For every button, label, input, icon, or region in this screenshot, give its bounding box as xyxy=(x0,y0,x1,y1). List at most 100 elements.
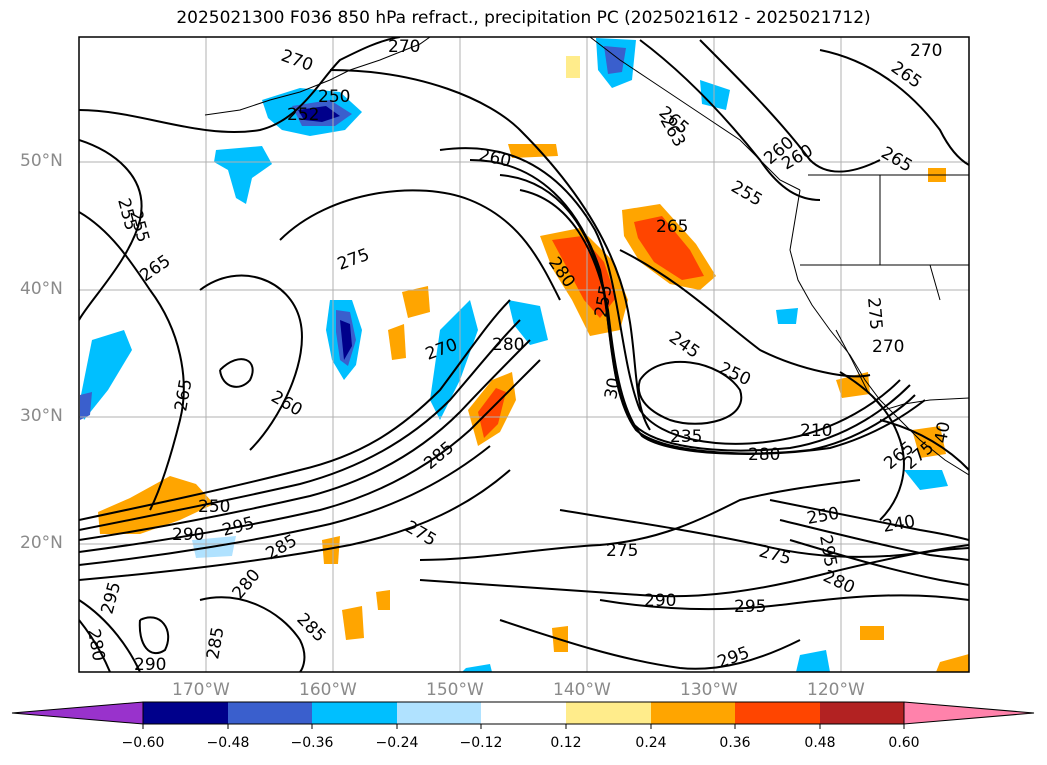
colorbar-tick-label: 0.12 xyxy=(550,735,582,751)
contour-line xyxy=(879,419,969,471)
contour-label: 210 xyxy=(800,421,832,441)
colorbar-extend-low xyxy=(11,701,144,725)
precip-area xyxy=(80,392,92,420)
colorbar-tick-label: 0.60 xyxy=(888,735,920,751)
lon-label: 120°W xyxy=(807,680,865,700)
contour-line xyxy=(79,359,541,553)
contour-line xyxy=(599,594,969,611)
contour-line xyxy=(79,445,491,566)
contour-label: 250 xyxy=(198,497,230,517)
precip-shading xyxy=(80,38,969,672)
contour-line xyxy=(519,189,926,455)
coastline-alaska-panhandle xyxy=(589,37,801,191)
coastline-mexico xyxy=(883,397,969,411)
contour-line xyxy=(619,249,871,378)
contour-label: 270 xyxy=(872,337,904,357)
contour-line xyxy=(79,139,143,321)
contour-line xyxy=(79,599,141,672)
precip-area xyxy=(322,536,340,564)
precip-area xyxy=(80,330,132,420)
contour-label: 270 xyxy=(910,41,942,61)
precip-area xyxy=(342,606,364,640)
contour-line xyxy=(79,619,111,672)
contour-label: 290 xyxy=(172,525,204,545)
lon-label: 170°W xyxy=(172,680,230,700)
colorbar-swatch xyxy=(735,702,820,724)
contour-line xyxy=(699,39,881,173)
contour-line xyxy=(219,358,254,388)
contour-label: 30 xyxy=(601,376,624,401)
graticule xyxy=(79,37,969,672)
precip-area xyxy=(388,324,406,360)
lon-label: 150°W xyxy=(426,680,484,700)
colorbar-frame xyxy=(142,701,905,725)
contour-label: 290 xyxy=(134,655,166,675)
contour-label: 295 xyxy=(734,597,766,617)
precip-area xyxy=(376,590,390,610)
contour-label-layer: 255 265 270 252 250 260 255 260 265 275 … xyxy=(83,37,955,675)
lat-label: 50°N xyxy=(20,151,63,171)
contour-label: 275 xyxy=(863,297,886,331)
contour-label: 275 xyxy=(606,541,638,561)
contour-label: 235 xyxy=(670,427,702,447)
contour-line xyxy=(439,147,901,445)
contour-line xyxy=(79,319,521,531)
contour-label: 280 xyxy=(492,335,524,355)
lon-label: 130°W xyxy=(680,680,738,700)
lon-label: 140°W xyxy=(553,680,611,700)
precip-area xyxy=(904,470,948,490)
contour-line xyxy=(839,371,905,521)
contour-line xyxy=(279,189,561,301)
colorbar-extend-high xyxy=(903,701,1035,725)
colorbar-swatch xyxy=(228,702,312,724)
colorbar-swatch xyxy=(820,702,904,724)
contour-line xyxy=(769,499,969,541)
map-frame xyxy=(78,36,970,673)
lat-label: 20°N xyxy=(20,533,63,553)
contour-line xyxy=(199,596,306,672)
precip-area xyxy=(340,320,352,360)
contour-line xyxy=(79,469,511,581)
contour-line xyxy=(329,69,651,431)
contour-line xyxy=(639,39,821,201)
refractivity-contours xyxy=(79,37,969,672)
contour-label: 252 xyxy=(287,105,319,125)
lat-label: 40°N xyxy=(20,279,63,299)
contour-label: 250 xyxy=(318,87,350,107)
precip-area xyxy=(566,56,580,78)
contour-line xyxy=(779,519,969,561)
contour-line xyxy=(138,616,170,655)
contour-line xyxy=(79,211,185,511)
border-states xyxy=(800,175,969,301)
colorbar-swatch xyxy=(481,702,566,724)
lon-label: 160°W xyxy=(299,680,357,700)
contour-line xyxy=(559,509,969,558)
colorbar-tick-label: 0.24 xyxy=(635,735,667,751)
precip-area xyxy=(298,106,340,122)
colorbar-tick-label: −0.36 xyxy=(290,735,334,751)
contour-line xyxy=(419,544,969,598)
colorbar-tick-label: −0.48 xyxy=(206,735,250,751)
contour-line xyxy=(789,539,969,586)
precip-area xyxy=(508,144,558,158)
precip-area xyxy=(776,308,798,324)
coastline-west xyxy=(789,189,969,476)
contour-line xyxy=(499,619,801,670)
precip-area xyxy=(634,216,704,280)
contour-line xyxy=(637,360,743,425)
colorbar xyxy=(11,701,1035,729)
precip-area xyxy=(796,650,830,672)
contour-line xyxy=(819,49,969,166)
colorbar-tick-label: −0.60 xyxy=(121,735,165,751)
contour-line xyxy=(199,274,303,451)
contour-line xyxy=(79,339,531,541)
precip-area xyxy=(604,46,626,74)
contour-line xyxy=(499,174,916,455)
precip-area xyxy=(430,300,478,420)
coastline-alaska xyxy=(204,37,431,116)
figure-title: 2025021300 F036 850 hPa refract., precip… xyxy=(176,8,871,28)
contour-line xyxy=(79,37,401,134)
precip-area xyxy=(700,80,730,110)
contour-label: 280 xyxy=(748,445,780,465)
